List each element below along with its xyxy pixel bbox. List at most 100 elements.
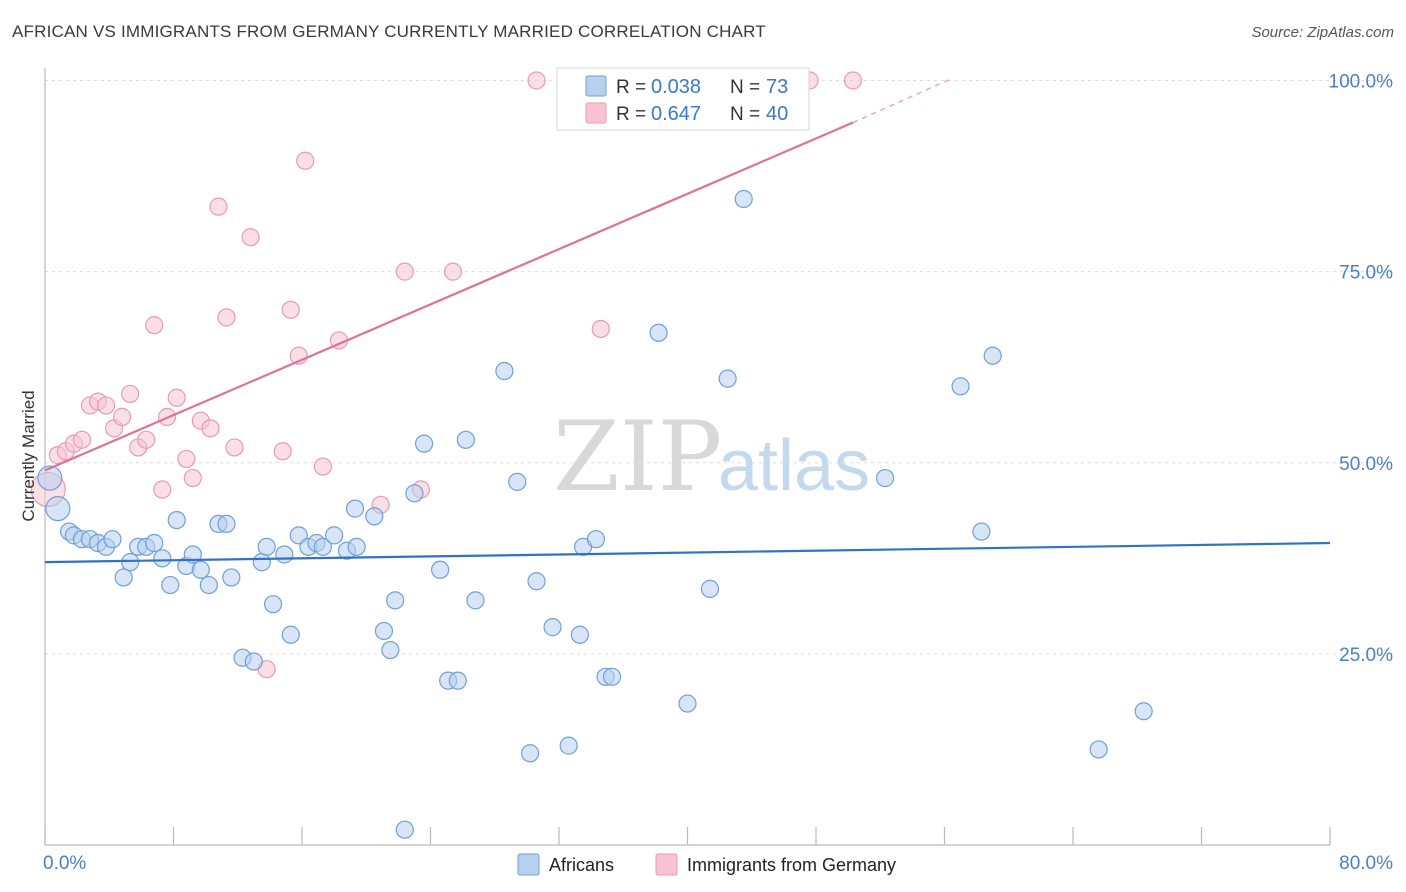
- y-tick-label: 75.0%: [1339, 263, 1393, 284]
- point-africans: [527, 572, 546, 591]
- point-africans: [347, 537, 366, 556]
- point-immigrants-germany: [225, 438, 244, 457]
- grid-lines: [45, 80, 1392, 655]
- point-africans: [222, 568, 241, 587]
- legend-africans-label: Africans: [549, 855, 614, 875]
- source-label: Source: ZipAtlas.com: [1251, 24, 1394, 41]
- trend-lines: [44, 78, 1331, 564]
- point-africans: [199, 575, 218, 595]
- point-africans: [570, 625, 589, 644]
- point-immigrants-germany: [201, 419, 220, 438]
- legend-germany-swatch: [655, 853, 678, 876]
- legend-germany-label: Immigrants from Germany: [687, 855, 896, 875]
- point-africans: [257, 537, 276, 556]
- point-africans: [520, 744, 540, 763]
- point-africans: [281, 625, 300, 644]
- point-africans: [191, 560, 210, 579]
- point-africans: [167, 510, 186, 530]
- point-africans: [678, 694, 697, 713]
- point-africans: [252, 553, 271, 572]
- legend-bottom: Africans Immigrants from Germany: [517, 853, 896, 876]
- legend-pink-n-label: N =: [730, 104, 760, 125]
- point-africans: [37, 465, 63, 491]
- point-africans: [466, 591, 485, 610]
- point-africans: [345, 499, 365, 518]
- point-immigrants-germany: [177, 449, 196, 469]
- point-africans: [972, 522, 991, 541]
- point-africans: [45, 496, 71, 522]
- point-africans: [183, 545, 202, 564]
- legend-pink-swatch: [585, 102, 607, 124]
- point-immigrants-germany: [209, 197, 228, 216]
- point-immigrants-germany: [313, 457, 332, 476]
- point-africans: [875, 468, 895, 488]
- point-africans: [495, 361, 514, 381]
- point-immigrants-germany: [183, 468, 202, 488]
- point-africans: [649, 323, 668, 342]
- point-africans: [448, 671, 467, 690]
- point-africans: [951, 377, 970, 396]
- legend-africans-swatch: [517, 853, 540, 876]
- legend-blue-n-value: 73: [766, 76, 788, 98]
- point-africans: [700, 579, 720, 598]
- point-africans: [405, 484, 424, 503]
- point-immigrants-germany: [96, 396, 116, 415]
- point-africans: [718, 369, 737, 388]
- point-immigrants-germany: [167, 388, 186, 407]
- point-africans: [1089, 740, 1108, 759]
- x-tick-label: 80.0%: [1339, 853, 1393, 874]
- point-africans: [508, 472, 527, 491]
- trend-line-immigrants-germany-extension: [852, 78, 952, 124]
- point-africans: [983, 346, 1002, 365]
- point-africans: [217, 514, 236, 534]
- legend-blue-r-value: 0.038: [651, 76, 701, 98]
- point-africans: [161, 575, 180, 595]
- point-immigrants-germany: [273, 442, 292, 461]
- point-immigrants-germany: [121, 384, 140, 404]
- point-africans: [313, 537, 332, 556]
- y-tick-label: 100.0%: [1329, 72, 1394, 93]
- axes: 25.0% 50.0% 75.0% 100.0% 0.0% 80.0%: [43, 68, 1393, 874]
- point-africans: [381, 640, 400, 660]
- point-africans: [395, 820, 414, 839]
- trend-line-immigrants-germany: [44, 121, 854, 472]
- point-immigrants-germany: [281, 300, 300, 319]
- series-immigrants-germany-points: [30, 71, 863, 679]
- legend-blue-n-label: N =: [730, 77, 760, 98]
- point-africans: [414, 434, 434, 453]
- point-immigrants-germany: [217, 308, 236, 327]
- point-immigrants-germany: [137, 430, 156, 449]
- point-africans: [114, 568, 133, 587]
- point-africans: [244, 652, 263, 671]
- point-immigrants-germany: [112, 407, 132, 426]
- point-africans: [374, 621, 394, 641]
- point-africans: [103, 530, 122, 549]
- watermark: ZIP atlas: [553, 401, 870, 513]
- point-africans: [386, 591, 405, 610]
- point-immigrants-germany: [72, 430, 92, 449]
- point-immigrants-germany: [527, 71, 546, 90]
- x-tick-label: 0.0%: [43, 853, 86, 874]
- point-africans: [431, 560, 450, 579]
- legend-blue-swatch: [585, 75, 607, 97]
- point-africans: [145, 533, 164, 553]
- trend-line-africans: [44, 541, 1331, 564]
- legend-pink-r-value: 0.647: [651, 103, 701, 125]
- point-africans: [602, 667, 622, 686]
- point-africans: [325, 526, 344, 545]
- point-africans: [543, 618, 562, 637]
- y-tick-label: 25.0%: [1339, 645, 1393, 666]
- point-immigrants-germany: [843, 71, 863, 90]
- point-africans: [734, 189, 753, 209]
- point-immigrants-germany: [241, 228, 260, 247]
- point-africans: [365, 507, 384, 526]
- point-africans: [153, 549, 172, 568]
- legend-pink-n-value: 40: [766, 103, 788, 125]
- series-africans-points: [37, 189, 1153, 839]
- legend-top: R = 0.038 N = 73 R = 0.647 N = 40: [556, 67, 810, 131]
- point-immigrants-germany: [395, 262, 414, 281]
- y-axis-label: Currently Married: [19, 390, 38, 521]
- point-africans: [121, 553, 140, 572]
- point-africans: [586, 530, 606, 549]
